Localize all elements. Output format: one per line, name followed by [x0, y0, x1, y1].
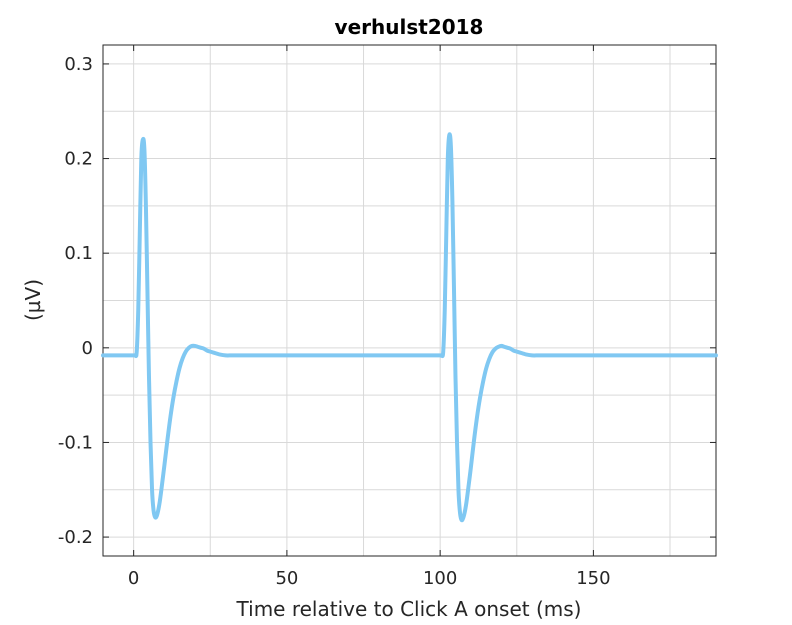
x-tick-label: 150: [576, 568, 610, 589]
y-tick-label: -0.2: [58, 527, 93, 548]
x-tick-label: 50: [275, 568, 298, 589]
x-tick-label: 100: [423, 568, 457, 589]
series-layer: [101, 132, 718, 523]
y-tick-label: 0.3: [64, 54, 93, 75]
y-tick-label: 0.1: [64, 243, 93, 264]
chart-title: verhulst2018: [335, 15, 484, 39]
x-tick-labels: 0 50 100 150: [128, 568, 611, 589]
plot-area-border: [102, 44, 717, 557]
y-tick-label: 0: [82, 338, 93, 359]
series-line: [101, 132, 718, 523]
y-tick-label: -0.1: [58, 432, 93, 453]
grid: [103, 45, 716, 556]
y-tick-labels: -0.2 -0.1 0 0.1 0.2 0.3: [58, 54, 93, 548]
y-tick-label: 0.2: [64, 149, 93, 170]
axis-ticks: [103, 45, 716, 556]
x-tick-label: 0: [128, 568, 139, 589]
x-axis-label: Time relative to Click A onset (ms): [236, 597, 582, 621]
y-axis-label: (µV): [21, 279, 45, 321]
